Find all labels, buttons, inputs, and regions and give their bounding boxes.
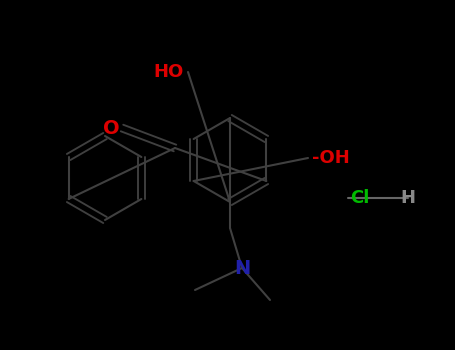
Text: HO: HO	[154, 63, 184, 81]
Text: H: H	[400, 189, 415, 207]
Text: N: N	[234, 259, 250, 278]
Text: Cl: Cl	[350, 189, 369, 207]
Text: -OH: -OH	[312, 149, 350, 167]
Text: O: O	[103, 119, 120, 138]
